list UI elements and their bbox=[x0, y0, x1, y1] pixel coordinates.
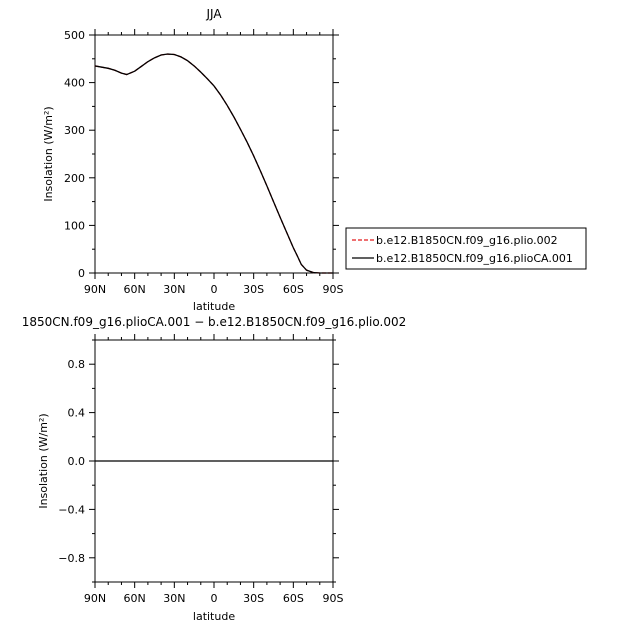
bottom-y-axis-title: Insolation (W/m²) bbox=[37, 413, 50, 508]
legend: b.e12.B1850CN.f09_g16.plio.002 b.e12.B18… bbox=[345, 227, 587, 270]
y-tick-label: −0.8 bbox=[58, 552, 85, 565]
x-tick-label: 30S bbox=[243, 283, 264, 296]
top-y-axis-title: Insolation (W/m²) bbox=[42, 106, 55, 201]
y-tick-label: 300 bbox=[64, 124, 85, 137]
x-tick-label: 90N bbox=[84, 592, 106, 605]
y-tick-label: 0 bbox=[78, 267, 85, 280]
x-tick-label: 60N bbox=[124, 283, 146, 296]
x-tick-label: 30N bbox=[163, 592, 185, 605]
top-axis-ticks: 90N 60N 30N 0 30S 60S 90S 0 100 200 300 400 500 bbox=[64, 29, 344, 296]
series-line-0-1 bbox=[94, 53, 333, 274]
y-tick-label: −0.4 bbox=[58, 503, 85, 516]
x-tick-label: 0 bbox=[211, 283, 218, 296]
y-tick-label: 0.4 bbox=[68, 407, 86, 420]
x-tick-label: 0 bbox=[211, 592, 218, 605]
bottom-chart: 1850CN.f09_g16.plioCA.001 − b.e12.B1850C… bbox=[22, 315, 406, 623]
x-tick-label: 90N bbox=[84, 283, 106, 296]
legend-box bbox=[345, 227, 587, 270]
top-chart-title: JJA bbox=[205, 7, 222, 21]
legend-entry-plio: b.e12.B1850CN.f09_g16.plio.002 bbox=[376, 234, 558, 247]
y-tick-label: 400 bbox=[64, 77, 85, 90]
x-tick-label: 60S bbox=[283, 283, 304, 296]
top-x-axis-title: latitude bbox=[193, 300, 235, 313]
x-tick-label: 90S bbox=[323, 592, 344, 605]
bottom-chart-title: 1850CN.f09_g16.plioCA.001 − b.e12.B1850C… bbox=[22, 315, 406, 329]
y-tick-label: 200 bbox=[64, 172, 85, 185]
top-series-group bbox=[94, 53, 333, 274]
legend-entry-pliocas: b.e12.B1850CN.f09_g16.plioCA.001 bbox=[376, 252, 573, 265]
x-tick-label: 90S bbox=[323, 283, 344, 296]
top-chart: JJA 90N 60N 30N 0 30S 60S 90S0100200300400500 … bbox=[42, 7, 344, 313]
y-tick-label: 100 bbox=[64, 219, 85, 232]
y-tick-label: 500 bbox=[64, 29, 85, 42]
x-tick-label: 60S bbox=[283, 592, 304, 605]
x-tick-label: 60N bbox=[124, 592, 146, 605]
x-tick-label: 30N bbox=[163, 283, 185, 296]
bottom-x-axis-title: latitude bbox=[193, 610, 235, 623]
top-plot-frame bbox=[94, 34, 334, 274]
y-tick-label: 0.0 bbox=[68, 455, 86, 468]
x-tick-label: 30S bbox=[243, 592, 264, 605]
bottom-axis-ticks: 90N 60N 30N 0 30S 60S 90S −0.8 −0.4 0.0 0.4 0.8 bbox=[58, 334, 344, 605]
y-tick-label: 0.8 bbox=[68, 358, 86, 371]
